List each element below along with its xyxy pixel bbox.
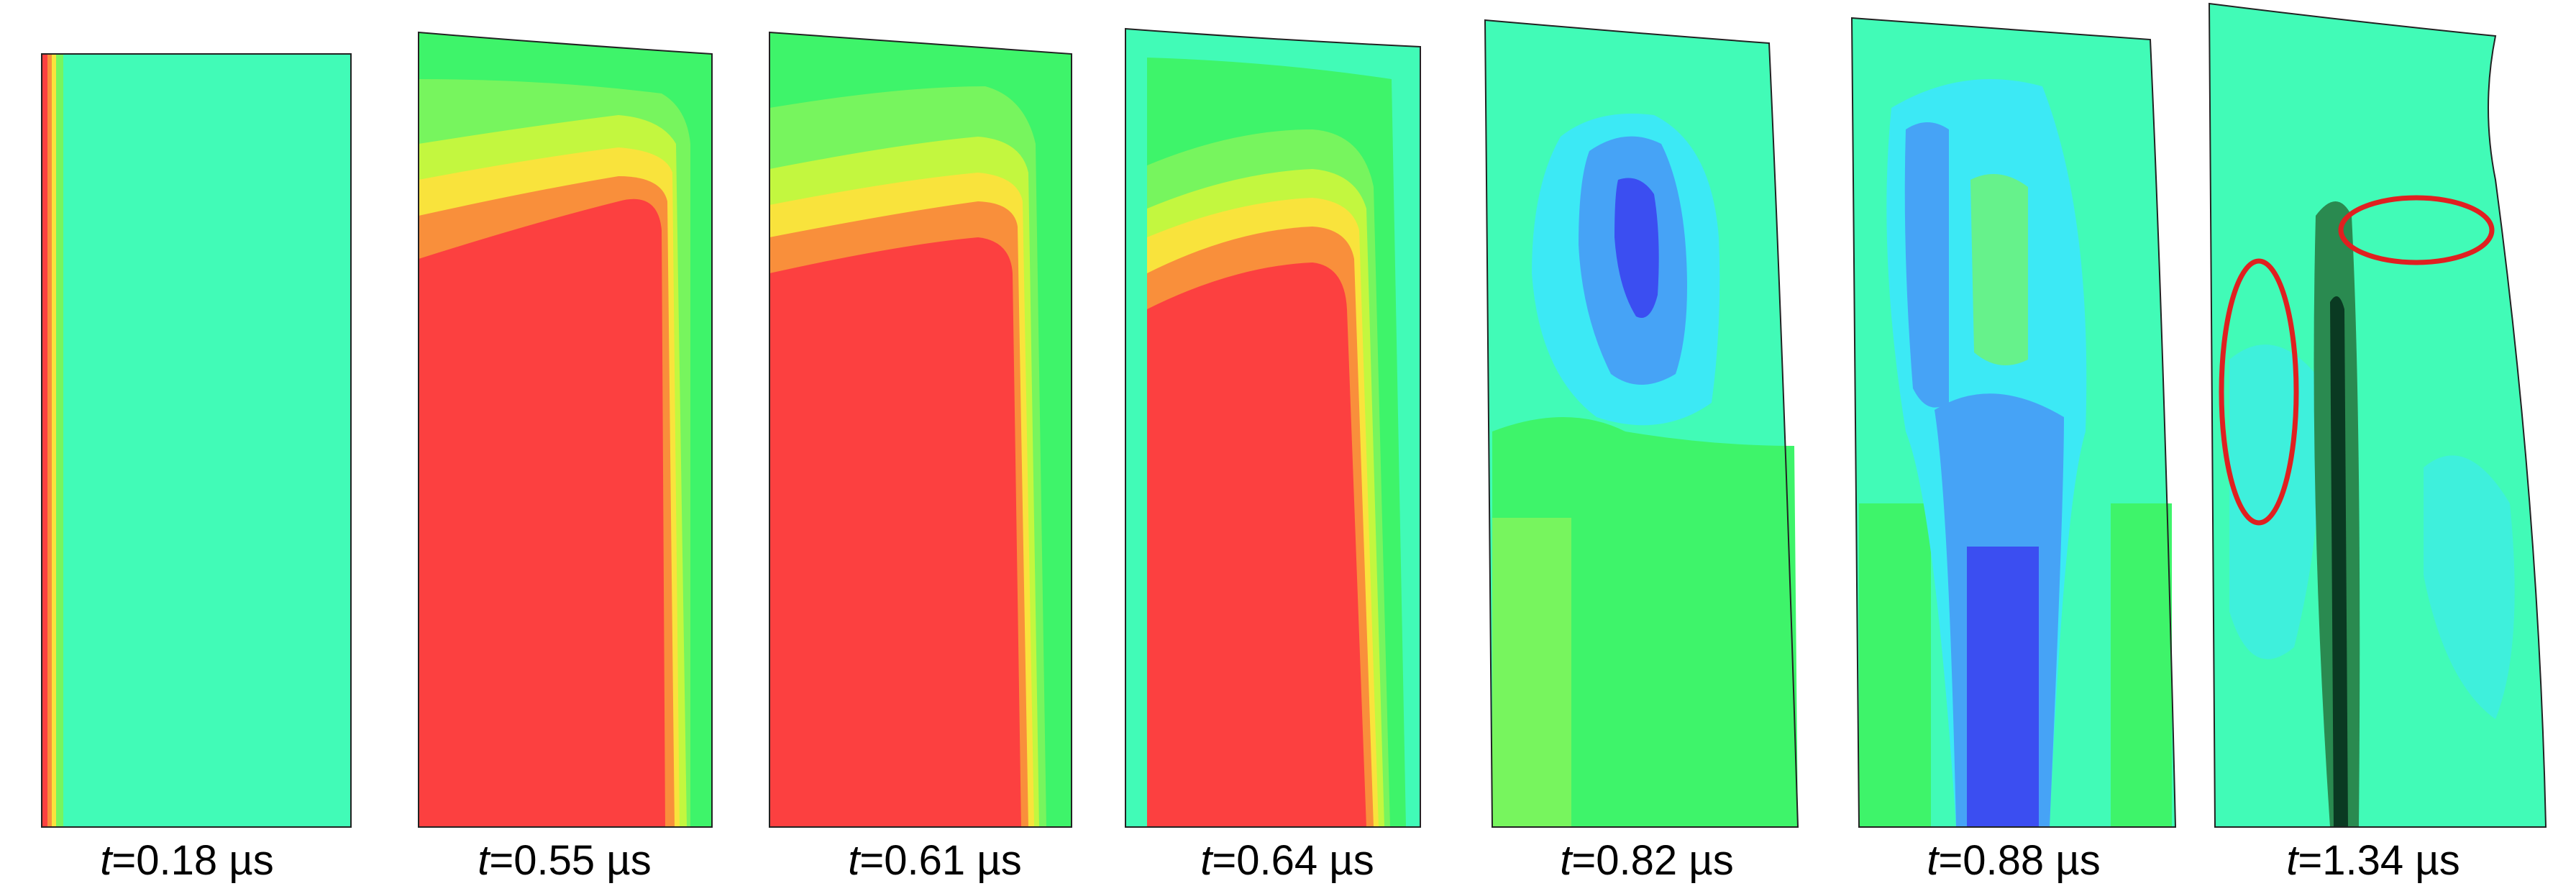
specimen-outline — [1484, 19, 1799, 828]
highlight-ellipse-left — [2219, 258, 2299, 526]
time-label: t=0.64 µs — [1200, 837, 1374, 884]
panel-t082: t=0.82 µs — [1481, 0, 1819, 886]
highlight-ellipse-top-right — [2338, 195, 2495, 265]
time-label: t=1.34 µs — [2286, 837, 2460, 884]
specimen-outline — [769, 31, 1072, 828]
time-label: t=0.61 µs — [848, 837, 1022, 884]
time-label: t=0.88 µs — [1927, 837, 2101, 884]
wave-front-green — [56, 54, 63, 827]
specimen-outline — [41, 53, 352, 828]
stress-field-t064 — [1125, 27, 1421, 828]
stress-field-t055 — [418, 31, 713, 828]
panel-t055: t=0.55 µs — [403, 0, 741, 886]
stress-field-t082 — [1484, 19, 1799, 828]
stress-field-t061 — [769, 31, 1072, 828]
wave-front-orange — [47, 54, 52, 827]
background-field — [42, 54, 351, 827]
panel-t134: t=1.34 µs — [2208, 0, 2567, 886]
panel-t061: t=0.61 µs — [769, 0, 1107, 886]
stress-field-t134 — [2208, 2, 2547, 828]
specimen-outline — [1850, 17, 2177, 828]
panel-t088: t=0.88 µs — [1848, 0, 2193, 886]
panel-t018: t=0.18 µs — [0, 0, 374, 886]
stress-field-t018 — [41, 53, 352, 828]
specimen-outline — [418, 31, 713, 828]
time-label: t=0.55 µs — [478, 837, 652, 884]
stress-field-t088 — [1850, 17, 2177, 828]
specimen-outline — [1125, 27, 1421, 828]
wave-front-yellow — [52, 54, 56, 827]
time-label: t=0.18 µs — [100, 837, 274, 884]
wave-front-red — [42, 54, 47, 827]
panel-t064: t=0.64 µs — [1125, 0, 1442, 886]
time-label: t=0.82 µs — [1560, 837, 1734, 884]
specimen-outline — [2208, 2, 2547, 828]
